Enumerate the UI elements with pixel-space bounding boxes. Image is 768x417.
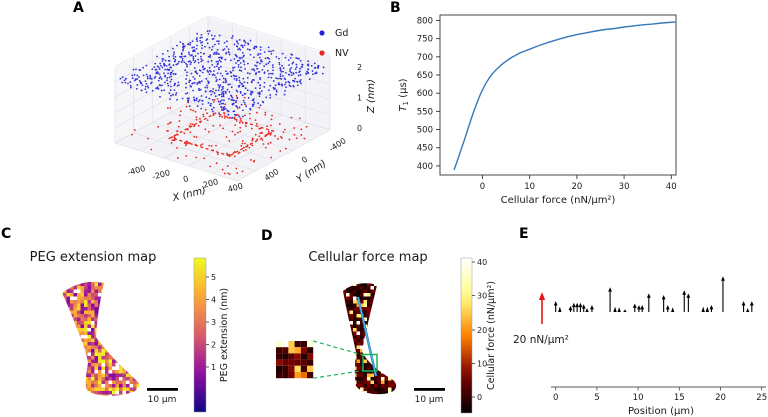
inset-connector-bottom xyxy=(313,369,364,379)
panel-d-cellular-force-map: Cellular force map 0 10 20 30 40 Cellular forc… xyxy=(276,250,497,414)
nv-region-dashed-square xyxy=(169,112,276,157)
x-tick-label: 10 xyxy=(633,393,644,403)
legend-marker-nv xyxy=(319,50,325,56)
x-tick-label: -400 xyxy=(126,164,146,177)
reference-arrow xyxy=(538,292,546,324)
y-axis-label: T1 (μs) xyxy=(398,78,410,111)
x-tick-label: 400 xyxy=(227,181,244,194)
y-tick-label: 800 xyxy=(417,16,433,26)
inset-source-box xyxy=(362,353,378,372)
colorbar-tick-label: 3 xyxy=(211,318,216,327)
y-tick-label: -400 xyxy=(328,136,348,153)
x-axis-label: Position (μm) xyxy=(628,406,694,417)
panel-label-e: E xyxy=(519,226,529,242)
x-tick-label: 200 xyxy=(202,177,219,190)
pane-floor xyxy=(115,92,330,181)
inset-connector-top xyxy=(313,340,364,356)
colorbar-tick-label: 20 xyxy=(477,326,487,335)
panel-e-force-arrow-profile: 20 nN/μm² 0 5 10 15 20 25 Position (μm) xyxy=(513,276,767,417)
y-tick-label: 400 xyxy=(417,162,433,172)
y-tick-label: 650 xyxy=(417,71,433,81)
x-tick-label: 40 xyxy=(666,182,677,192)
y-tick-label: 700 xyxy=(417,53,433,63)
x-tick-label: 0 xyxy=(553,393,558,403)
panel-label-c: C xyxy=(1,226,12,242)
x-axis-label: Cellular force (nN/μm²) xyxy=(501,195,616,206)
gd-points xyxy=(119,29,325,119)
x-tick-label: 0 xyxy=(182,174,189,184)
x-tick-label: 5 xyxy=(594,393,599,403)
legend-label-gd: Gd xyxy=(335,28,348,39)
panel-title: PEG extension map xyxy=(30,250,157,265)
cell-heatmap xyxy=(343,283,397,395)
x-tick-label: 30 xyxy=(619,182,630,192)
panel-b-t1-vs-force-line-chart: 400 450 500 550 600 650 700 750 800 0 10 20 30 40 Cell… xyxy=(398,14,677,206)
y-tick-label: 550 xyxy=(417,107,433,117)
plot-frame xyxy=(439,14,677,176)
scale-bar-label: 10 μm xyxy=(148,395,177,405)
z-tick-label: 1 xyxy=(357,94,362,103)
x-tick-label: 0 xyxy=(480,182,485,192)
colorbar-tick-label: 4 xyxy=(211,296,216,305)
scale-bar xyxy=(414,388,445,391)
scale-bar xyxy=(147,388,178,391)
panel-label-d: D xyxy=(261,228,273,244)
zoom-inset-mosaic xyxy=(276,341,314,379)
y-axis-label: Y (nm) xyxy=(295,158,329,185)
colorbar-tick-label: 30 xyxy=(477,292,487,301)
y-tick-label: 400 xyxy=(263,167,281,183)
y-tick-label: 750 xyxy=(417,35,433,45)
panel-title: Cellular force map xyxy=(308,250,427,265)
y-tick-label: 450 xyxy=(417,144,433,154)
colorbar-label: PEG extension (nm) xyxy=(219,288,230,382)
x-tick-label: 10 xyxy=(524,182,535,192)
colorbar-label: Cellular force (nN/μm²) xyxy=(486,281,497,390)
x-tick-label: 20 xyxy=(715,393,726,403)
z-tick-label: 0 xyxy=(357,124,362,133)
legend-marker-gd xyxy=(319,30,325,36)
pane-left xyxy=(115,17,208,143)
z-tick-label: 2 xyxy=(357,63,362,72)
colorbar xyxy=(460,257,473,414)
panel-label-a: A xyxy=(73,0,84,16)
reference-arrow-label: 20 nN/μm² xyxy=(513,334,569,346)
colorbar-tick-label: 5 xyxy=(211,273,216,282)
z-axis-label: Z (nm) xyxy=(366,79,377,114)
panel-a-3d-scatter: -400 -200 0 200 400 400 0 -400 0 1 2 X (nm) Y (nm) Z … xyxy=(114,15,377,204)
cell-heatmap xyxy=(62,281,140,396)
x-tick-label: 20 xyxy=(571,182,582,192)
colorbar xyxy=(193,257,207,413)
colorbar-tick-label: 10 xyxy=(477,360,487,369)
y-tick-label: 500 xyxy=(417,126,433,136)
y-tick-label: 600 xyxy=(417,89,433,99)
t1-curve xyxy=(453,21,677,171)
x-axis-label: X (nm) xyxy=(171,185,208,204)
scale-bar-label: 10 μm xyxy=(415,395,444,405)
profile-line-inner xyxy=(357,296,377,377)
colorbar-tick-label: 1 xyxy=(211,363,216,372)
x-tick-label: -200 xyxy=(151,168,171,181)
legend-label-nv: NV xyxy=(335,48,349,59)
colorbar-tick-label: 2 xyxy=(211,341,216,350)
y-tick-label: 0 xyxy=(300,155,309,165)
colorbar-tick-label: 0 xyxy=(477,393,482,402)
colorbar-tick-label: 40 xyxy=(477,258,487,267)
force-arrows xyxy=(553,276,754,312)
nv-points xyxy=(131,94,308,176)
x-tick-label: 15 xyxy=(674,393,685,403)
x-tick-label: 25 xyxy=(756,393,767,403)
panel-label-b: B xyxy=(390,0,401,16)
